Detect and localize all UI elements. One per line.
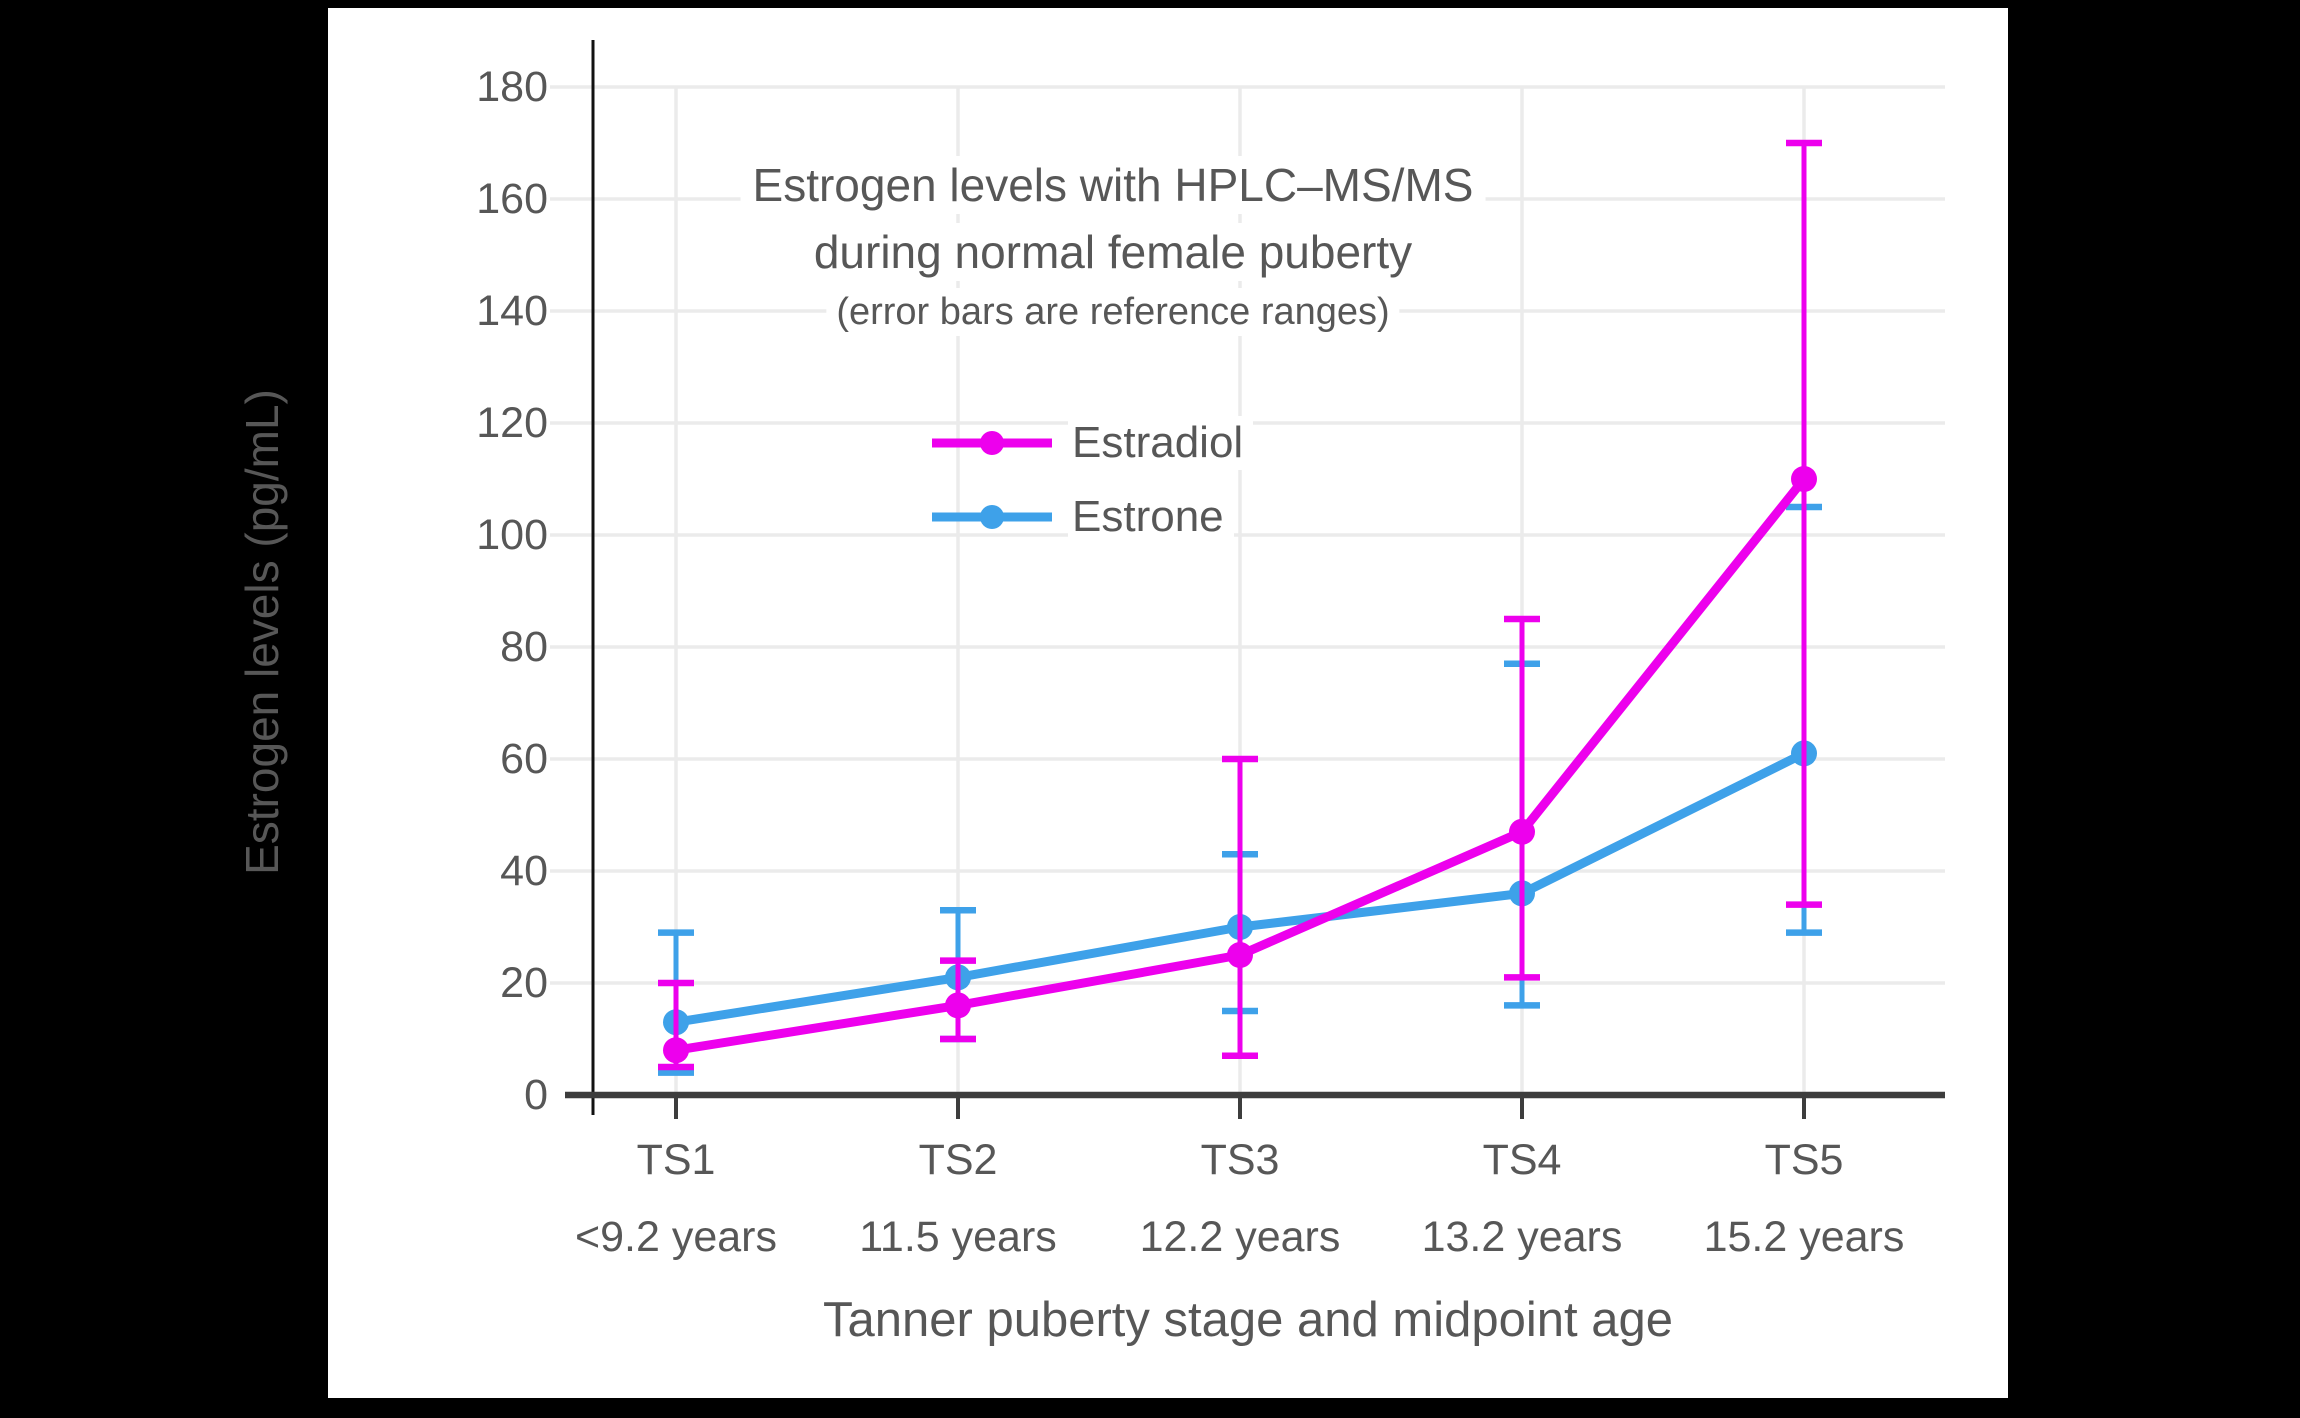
y-tick-80: 80 [500,623,548,671]
x-tick-ts1: TS1 [636,1136,716,1184]
x-age-ts1: <9.2 years [575,1213,777,1261]
x-tick-ts5: TS5 [1764,1136,1844,1184]
y-tick-100: 100 [476,511,548,559]
x-axis-ticks [674,1095,1806,1119]
chart-title-line1: Estrogen levels with HPLC–MS/MS [740,156,1486,214]
x-age-ts5: 15.2 years [1703,1213,1905,1261]
data-point [945,992,971,1019]
legend-label-estrone: Estrone [1068,490,1234,544]
x-age-ts4: 13.2 years [1421,1213,1623,1261]
y-tick-160: 160 [476,175,548,223]
y-tick-180: 180 [476,63,548,111]
y-tick-60: 60 [500,735,548,783]
x-tick-ts4: TS4 [1482,1136,1562,1184]
legend-label-estradiol: Estradiol [1068,416,1254,470]
estradiol-series [658,139,1822,1071]
x-tick-ts2: TS2 [918,1136,998,1184]
y-tick-40: 40 [500,847,548,895]
y-axis-title: Estrogen levels (pg/mL) [236,389,288,875]
y-tick-20: 20 [500,959,548,1007]
data-point [1509,818,1535,845]
y-tick-0: 0 [524,1071,548,1119]
x-tick-ts3: TS3 [1200,1136,1280,1184]
x-axis-title: Tanner puberty stage and midpoint age [823,1293,1673,1347]
legend-marker-estradiol [932,431,1052,455]
x-age-ts2: 11.5 years [859,1213,1057,1261]
chart-subtitle: (error bars are reference ranges) [826,288,1400,336]
y-tick-120: 120 [476,399,548,447]
y-tick-140: 140 [476,287,548,335]
legend-marker-estrone [932,505,1052,529]
data-point [1791,466,1817,492]
chart-title-line2: during normal female puberty [801,223,1425,281]
x-age-ts3: 12.2 years [1139,1213,1341,1261]
data-point [1227,942,1253,968]
data-point [663,1037,689,1064]
